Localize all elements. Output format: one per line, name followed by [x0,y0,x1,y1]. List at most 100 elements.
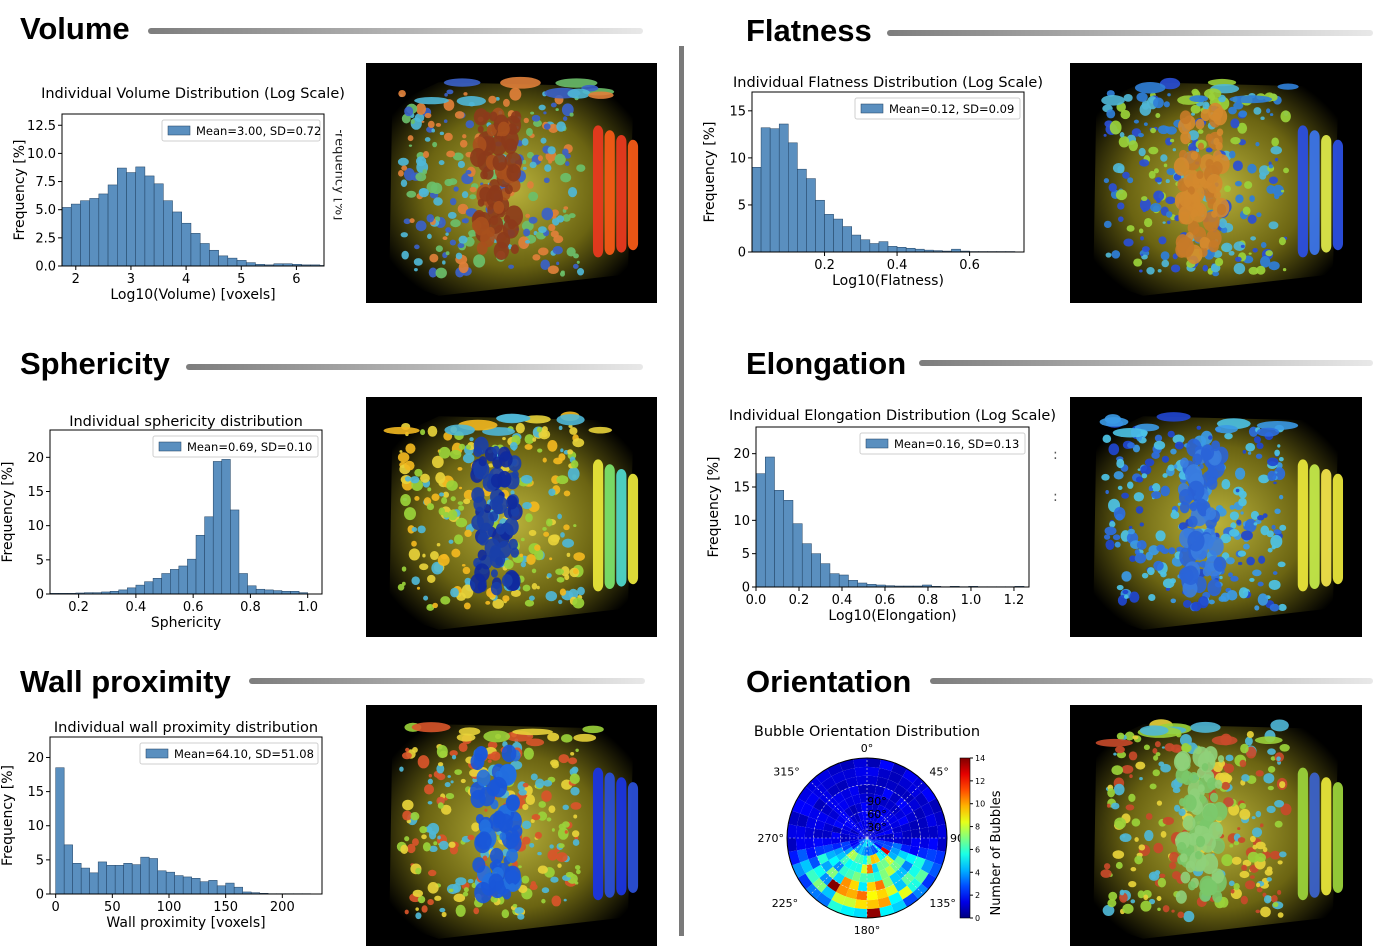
polar-cell [891,762,907,777]
bubble-column [1297,125,1308,258]
bubble [1127,177,1134,184]
polar-cell [848,879,860,891]
bubble [1103,863,1111,870]
bubble [492,598,504,609]
elongation-histogram: Individual Elongation Distribution (Log … [706,408,1056,624]
legend-swatch [145,748,169,759]
bubble [436,744,448,759]
bubble [1115,746,1125,754]
y-tick-label: 15 [733,481,750,496]
histogram-bar [851,234,862,253]
bubble [1185,464,1203,485]
bubble [474,563,490,582]
bubble [1268,164,1274,169]
y-tick-label: 20 [733,447,750,462]
bubble [1165,196,1176,205]
histogram-bar [131,864,141,895]
bubble [523,228,531,237]
bubble [538,226,547,233]
polar-cell [825,815,837,826]
bubble [1208,239,1219,253]
bubble [563,524,570,531]
polar-cell [821,776,836,791]
bubble [1251,827,1263,838]
bubble [489,847,504,864]
bubble-column [1309,130,1320,255]
bubble [493,810,505,824]
bubble [1156,198,1161,204]
polar-cell [861,838,867,846]
bubble [1202,264,1209,272]
histogram-bar [181,222,192,267]
bubble [440,596,451,605]
x-tick-label: 2 [72,272,80,287]
polar-cell [805,883,822,900]
bubble [1266,805,1276,814]
bubble [1221,781,1231,790]
bubble [400,844,409,854]
y-tick-label: 10 [27,819,44,834]
bubble [506,164,521,182]
histogram-bar [161,573,171,595]
bubble [1179,110,1192,125]
histogram-bar [227,257,238,267]
bubble [1206,477,1218,490]
polar-cell [849,839,859,845]
polar-cell [867,881,877,892]
bars [61,166,325,267]
plot-frame [49,429,323,595]
bubble [1143,122,1148,126]
bubble [491,495,508,515]
legend-box [161,119,321,142]
legend-box [152,435,319,458]
bubble-column [627,139,639,251]
bubble [522,166,527,171]
polar-cell [862,855,867,865]
polar-cell [884,838,894,843]
bubble [553,457,563,465]
bubble [522,584,531,592]
bubble [1197,142,1205,151]
bubble [1158,236,1167,245]
histogram-bar [225,882,235,895]
bubble [1237,122,1248,134]
bubble [1127,481,1134,489]
polar-cell [871,822,879,832]
polar-cell [907,864,921,878]
polar-cell [875,814,885,825]
bubble [509,87,522,101]
polar-cell [874,785,886,797]
x-axis-label: Log10(Flatness) [832,273,944,289]
flatness-histogram: Individual Flatness Distribution (Log Sc… [702,75,1043,289]
polar-cell [828,855,840,867]
polar-cell [854,899,867,910]
bubble [1212,271,1220,277]
bubble [1160,154,1168,162]
bubble [1135,761,1146,770]
bubble [524,599,535,607]
polar-cell [897,815,909,826]
x-tick-label: 0 [52,900,60,915]
polar-cell [851,842,861,850]
bubble [410,811,420,821]
bubble [1133,119,1139,124]
bubble [512,446,517,451]
bubble [1228,803,1240,816]
bubble [1101,95,1125,106]
bubble [1259,172,1267,180]
histogram-bar [216,885,226,895]
bubble [484,538,501,558]
x-tick-label: 0.6 [875,593,896,608]
bubble [1229,844,1234,848]
bubble [1169,862,1177,870]
bubble [558,843,565,849]
bubble [435,245,443,253]
bubble [1278,457,1284,462]
polar-cell [853,908,867,918]
polar-cell [902,892,919,908]
bubble [473,216,490,236]
polar-cell [805,869,820,884]
y-axis-label: Frequency [%] [702,121,718,222]
bubble [1270,719,1289,732]
bubble [1256,265,1266,275]
